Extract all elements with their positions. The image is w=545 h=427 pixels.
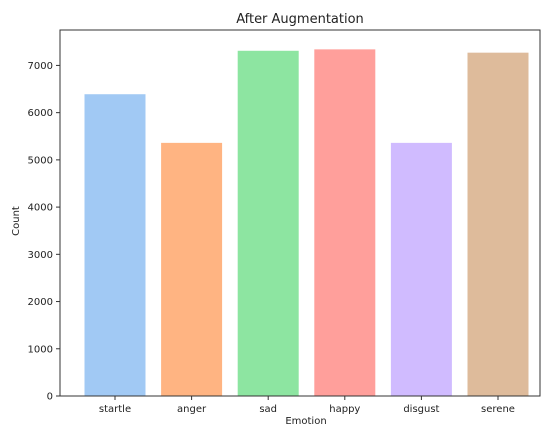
y-tick-label: 7000 <box>28 61 53 72</box>
x-tick-label: startle <box>99 404 131 415</box>
y-tick-label: 3000 <box>28 250 53 261</box>
bar-disgust <box>391 143 452 396</box>
y-tick-label: 1000 <box>28 344 53 355</box>
y-tick-label: 6000 <box>28 108 53 119</box>
x-axis-label: Emotion <box>285 416 326 427</box>
x-tick-label: sad <box>259 404 277 415</box>
bar-startle <box>85 94 146 396</box>
chart-title: After Augmentation <box>236 12 364 27</box>
x-tick-label: serene <box>481 404 515 415</box>
bar-sad <box>238 51 299 396</box>
y-tick-label: 4000 <box>28 203 53 214</box>
x-tick-label: anger <box>177 404 207 415</box>
y-tick-label: 0 <box>47 392 53 403</box>
bar-happy <box>314 49 375 396</box>
y-tick-label: 5000 <box>28 155 53 166</box>
bars-group <box>85 49 529 396</box>
x-tick-label: disgust <box>403 404 439 415</box>
bar-anger <box>161 143 222 396</box>
y-axis-ticks: 0 1000 2000 3000 4000 5000 6000 7000 <box>28 61 60 403</box>
y-axis-label: Count <box>11 206 22 236</box>
bar-serene <box>468 53 529 396</box>
x-tick-label: happy <box>329 404 360 415</box>
x-axis-ticks: startle anger sad happy disgust serene <box>99 396 515 415</box>
y-tick-label: 2000 <box>28 297 53 308</box>
